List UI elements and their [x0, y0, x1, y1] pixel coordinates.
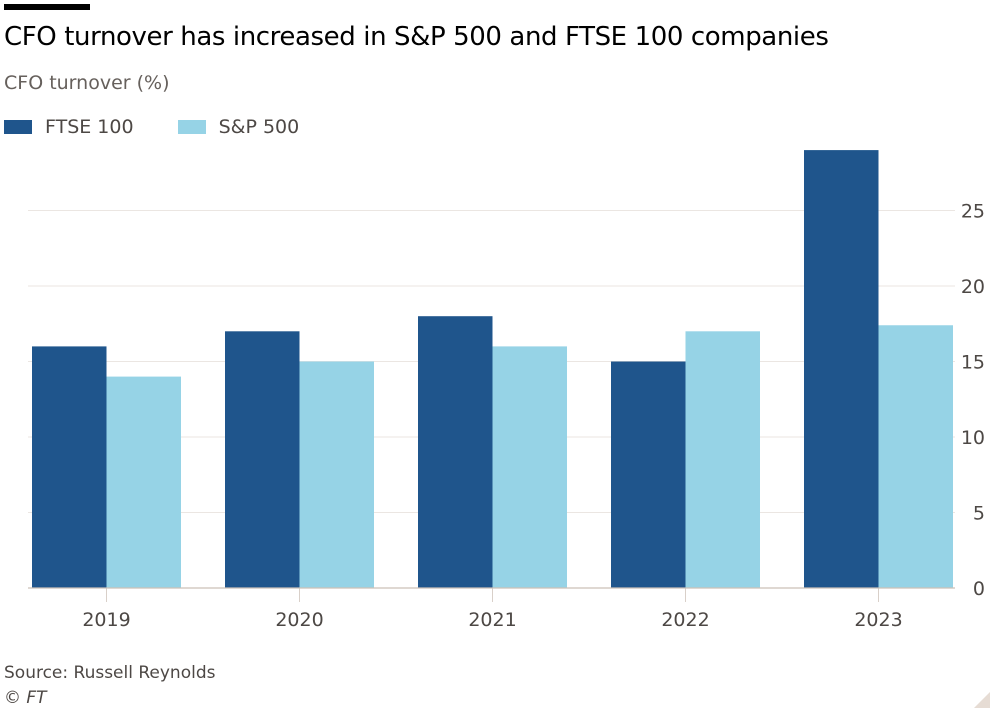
- y-tick-label: 20: [961, 276, 985, 298]
- bar-ftse-100-2019: [32, 346, 107, 588]
- legend-item-sp: S&P 500: [177, 116, 300, 138]
- chart-subtitle: CFO turnover (%): [4, 72, 170, 94]
- bar-s-p-500-2019: [106, 376, 181, 588]
- y-tick-label: 0: [973, 578, 985, 600]
- x-tick-label: 2020: [275, 609, 323, 631]
- brand-bar: [4, 4, 90, 10]
- x-tick-label: 2022: [661, 609, 709, 631]
- y-tick-label: 25: [961, 201, 985, 223]
- legend-swatch-sp: [177, 120, 206, 134]
- chart-title: CFO turnover has increased in S&P 500 an…: [4, 22, 829, 52]
- bar-chart: 0 5 10 15 20 25 2019 2020 2021 2022 2023: [28, 150, 985, 631]
- x-tick-label: 2019: [82, 609, 130, 631]
- x-tick-label: 2021: [468, 609, 516, 631]
- bar-s-p-500-2021: [492, 346, 567, 588]
- legend-label-sp: S&P 500: [218, 116, 300, 138]
- legend-label-ftse: FTSE 100: [45, 116, 134, 138]
- y-tick-label: 5: [973, 503, 985, 525]
- bar-s-p-500-2022: [685, 331, 760, 588]
- bar-ftse-100-2023: [804, 150, 879, 588]
- legend-item-ftse: FTSE 100: [4, 116, 134, 138]
- corner-mark: [974, 692, 990, 708]
- y-tick-label: 10: [961, 427, 985, 449]
- axes: 0 5 10 15 20 25 2019 2020 2021 2022 2023: [28, 201, 985, 631]
- source-note: Source: Russell Reynolds: [4, 663, 216, 683]
- legend-swatch-ftse: [4, 120, 32, 134]
- x-tick-label: 2023: [854, 609, 902, 631]
- bar-ftse-100-2021: [418, 316, 493, 588]
- bar-ftse-100-2022: [611, 361, 686, 588]
- legend: FTSE 100 S&P 500: [4, 116, 343, 138]
- copyright: © FT: [4, 688, 47, 708]
- bar-s-p-500-2020: [299, 361, 374, 588]
- bar-s-p-500-2023: [878, 325, 953, 588]
- bars: [32, 150, 953, 588]
- bar-ftse-100-2020: [225, 331, 300, 588]
- y-tick-label: 15: [961, 352, 985, 374]
